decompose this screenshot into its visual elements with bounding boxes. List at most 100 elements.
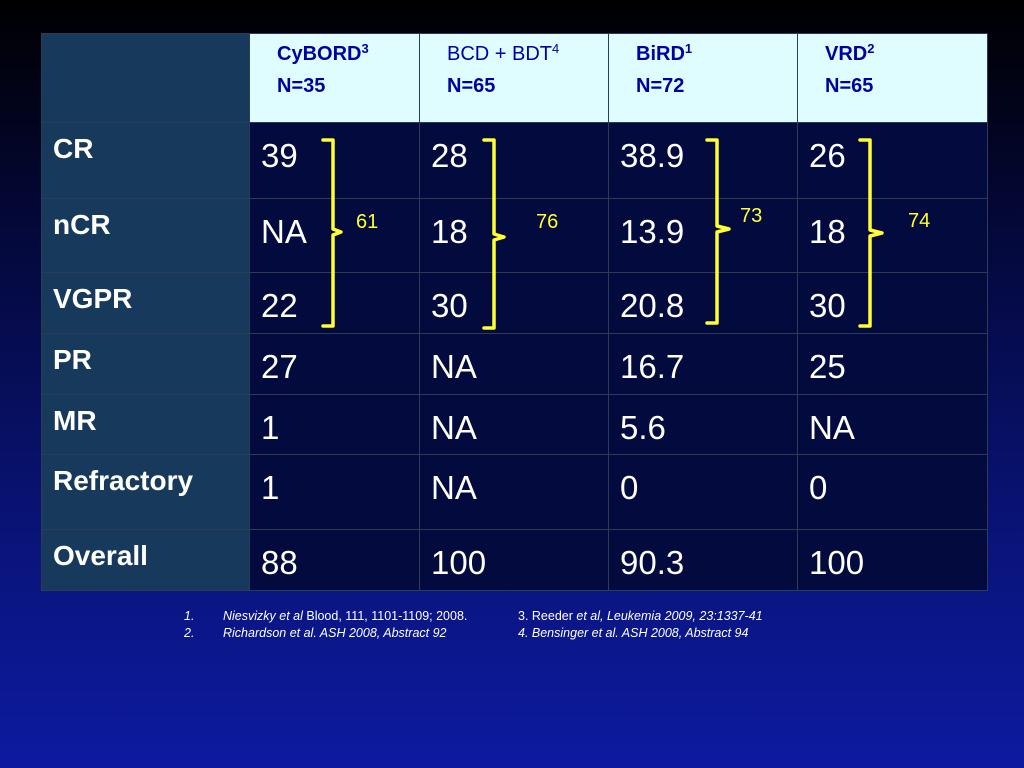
table-row-mr: MR 1 NA 5.6 NA [41, 394, 988, 455]
value-cell: 13.9 [608, 198, 798, 273]
row-label: VGPR [41, 272, 250, 334]
table-row-ncr: nCR NA 18 13.9 18 [41, 198, 988, 273]
row-label: CR [41, 122, 250, 199]
value-cell: 88 [249, 529, 420, 591]
value-cell: NA [249, 198, 420, 273]
header-cybord: CyBORD3 N=35 [249, 33, 420, 123]
header-name: CyBORD [277, 43, 362, 65]
header-bcd-bdt: BCD + BDT4 N=65 [419, 33, 609, 123]
cell-value: 90.3 [620, 544, 685, 581]
cell-value: 18 [809, 213, 846, 250]
header-row: CyBORD3 N=35 BCD + BDT4 N=65 BiRD1 N=72 VRD… [41, 33, 988, 123]
cell-value: 39 [261, 137, 298, 174]
cell-value: 88 [261, 544, 298, 581]
cell-value: 30 [431, 287, 468, 324]
table-row-cr: CR 39 28 38.9 26 [41, 122, 988, 199]
value-cell: 30 [419, 272, 609, 334]
header-name: BCD + BDT [447, 43, 553, 65]
cell-value: NA [431, 469, 477, 506]
footnote-ref-2: Richardson et al. ASH 2008, Abstract 92 [223, 625, 447, 642]
footnote-authors: 3. Reeder [518, 609, 577, 623]
value-cell: 16.7 [608, 333, 798, 395]
value-cell: 27 [249, 333, 420, 395]
cell-value: 27 [261, 348, 298, 385]
header-n: N=65 [825, 75, 874, 97]
cell-value: NA [261, 213, 307, 250]
value-cell: 30 [797, 272, 988, 334]
footnote-citation: Richardson et al. ASH 2008, Abstract 92 [223, 626, 447, 640]
cell-value: 22 [261, 287, 298, 324]
header-ref: 2 [867, 41, 875, 56]
footnote-citation: 4. Bensinger et al. ASH 2008, Abstract 9… [518, 626, 749, 640]
value-cell: 0 [797, 454, 988, 530]
row-label: nCR [41, 198, 250, 273]
value-cell: 18 [419, 198, 609, 273]
footnote-number: 1. [184, 609, 195, 623]
cell-value: 1 [261, 409, 280, 446]
value-cell: 39 [249, 122, 420, 199]
cell-value: 0 [809, 469, 828, 506]
row-label: Overall [41, 529, 250, 591]
table-row-pr: PR 27 NA 16.7 25 [41, 333, 988, 395]
table-row-refractory: Refractory 1 NA 0 0 [41, 454, 988, 530]
value-cell: 28 [419, 122, 609, 199]
row-label: PR [41, 333, 250, 395]
value-cell: 25 [797, 333, 988, 395]
cell-value: 16.7 [620, 348, 685, 385]
footnote-ref-3: 3. Reeder et al, Leukemia 2009, 23:1337-… [518, 608, 763, 625]
header-name: VRD [825, 43, 868, 65]
footnote-ref-4: 4. Bensinger et al. ASH 2008, Abstract 9… [518, 625, 748, 642]
cell-value: 18 [431, 213, 468, 250]
header-n: N=35 [277, 75, 326, 97]
value-cell: 22 [249, 272, 420, 334]
value-cell: NA [419, 333, 609, 395]
cell-value: 100 [431, 544, 487, 581]
header-ref: 4 [552, 41, 560, 56]
cell-value: 26 [809, 137, 846, 174]
header-vrd: VRD2 N=65 [797, 33, 988, 123]
cell-value: 1 [261, 469, 280, 506]
cell-value: 30 [809, 287, 846, 324]
cell-value: NA [809, 409, 855, 446]
value-cell: 18 [797, 198, 988, 273]
footnote-authors: Niesvizky et al [223, 609, 307, 623]
table-row-vgpr: VGPR 22 30 20.8 30 [41, 272, 988, 334]
value-cell: 100 [797, 529, 988, 591]
row-label: MR [41, 394, 250, 455]
cell-value: NA [431, 348, 477, 385]
value-cell: NA [797, 394, 988, 455]
value-cell: 26 [797, 122, 988, 199]
cell-value: 28 [431, 137, 468, 174]
value-cell: 1 [249, 454, 420, 530]
value-cell: 1 [249, 394, 420, 455]
value-cell: 20.8 [608, 272, 798, 334]
value-cell: 0 [608, 454, 798, 530]
footnote-ref-1: Niesvizky et al Blood, 111, 1101-1109; 2… [223, 608, 467, 625]
cell-value: 38.9 [620, 137, 685, 174]
cell-value: 25 [809, 348, 846, 385]
header-bird: BiRD1 N=72 [608, 33, 798, 123]
header-corner-cell [41, 33, 250, 123]
cell-value: 20.8 [620, 287, 685, 324]
cell-value: 0 [620, 469, 639, 506]
value-cell: 100 [419, 529, 609, 591]
footnote-citation: Blood, 111, 1101-1109; 2008. [306, 609, 468, 623]
table-row-overall: Overall 88 100 90.3 100 [41, 529, 988, 591]
header-ref: 3 [361, 41, 369, 56]
cell-value: NA [431, 409, 477, 446]
value-cell: 90.3 [608, 529, 798, 591]
header-n: N=72 [636, 75, 685, 97]
header-n: N=65 [447, 75, 496, 97]
cell-value: 5.6 [620, 409, 666, 446]
cell-value: 13.9 [620, 213, 685, 250]
footnote-citation: et al, Leukemia 2009, 23:1337-41 [576, 609, 763, 623]
row-label: Refractory [41, 454, 250, 530]
header-ref: 1 [684, 41, 693, 56]
header-name: BiRD [636, 43, 685, 65]
value-cell: 5.6 [608, 394, 798, 455]
cell-value: 100 [809, 544, 865, 581]
response-table: CyBORD3 N=35 BCD + BDT4 N=65 BiRD1 N=72 VRD… [41, 33, 988, 591]
value-cell: 38.9 [608, 122, 798, 199]
value-cell: NA [419, 394, 609, 455]
footnote-number: 2. [184, 626, 195, 640]
